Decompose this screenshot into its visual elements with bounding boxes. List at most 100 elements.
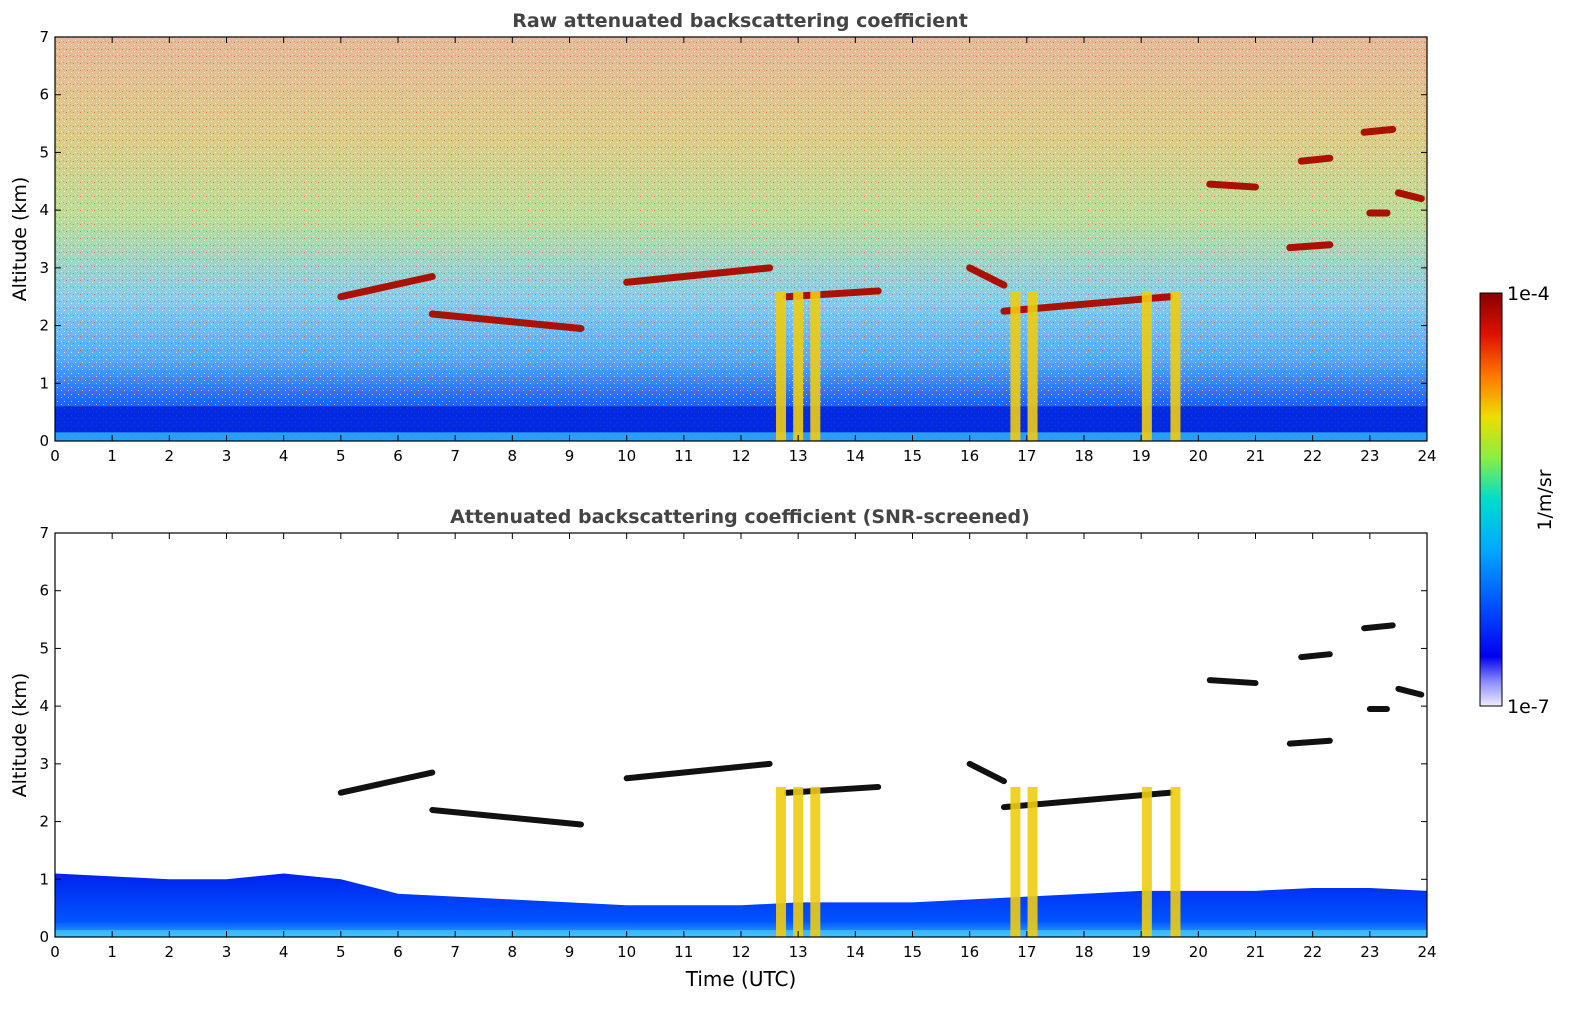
x-tick-label: 6 — [393, 943, 403, 961]
panel-screened-ylabel: Altitude (km) — [9, 673, 31, 798]
x-tick-label: 21 — [1246, 943, 1265, 961]
raw-noise — [55, 37, 1427, 441]
x-tick-label: 1 — [107, 447, 117, 465]
raw-cloud-layer — [1297, 154, 1334, 165]
y-tick-label: 3 — [39, 259, 49, 277]
screened-boundary-layer — [55, 873, 1427, 937]
x-tick-label: 11 — [674, 943, 693, 961]
y-tick-label: 4 — [39, 201, 49, 219]
colorbar: 1e-4 1e-7 1/m/sr — [1479, 283, 1556, 718]
x-tick-label: 22 — [1303, 943, 1322, 961]
raw-precip-column — [1010, 290, 1021, 441]
x-tick-label: 12 — [731, 943, 750, 961]
y-tick-label: 7 — [39, 28, 49, 46]
screened-cloud-layer — [1298, 651, 1333, 661]
colorbar-unit-label: 1/m/sr — [1534, 469, 1556, 530]
x-tick-label: 14 — [846, 447, 865, 465]
x-tick-label: 9 — [565, 943, 575, 961]
raw-x-axis: 0 1 2 3 4 5 6 7 8 9 10 11 12 13 14 15 16 17 18 19 20 21 22 23 24 — [50, 37, 1437, 465]
colorbar-gradient — [1479, 292, 1503, 707]
raw-cloud-layer — [428, 310, 585, 332]
x-tick-label: 0 — [50, 447, 60, 465]
x-tick-label: 5 — [336, 447, 346, 465]
panel-screened-title: Attenuated backscattering coefficient (S… — [450, 506, 1030, 528]
colorbar-min-label: 1e-7 — [1507, 696, 1550, 718]
panel-screened-xlabel: Time (UTC) — [685, 967, 797, 991]
raw-precip-column — [810, 290, 821, 441]
x-tick-label: 2 — [165, 943, 175, 961]
raw-precip-column — [1027, 290, 1038, 441]
x-tick-label: 22 — [1303, 447, 1322, 465]
x-tick-label: 15 — [903, 943, 922, 961]
screened-precip-column — [776, 786, 787, 937]
x-tick-label: 23 — [1360, 447, 1379, 465]
x-tick-label: 4 — [279, 943, 289, 961]
panel-raw-ylabel: Altitude (km) — [9, 177, 31, 302]
x-tick-label: 13 — [789, 943, 808, 961]
raw-precip-column — [1170, 290, 1181, 441]
x-tick-label: 23 — [1360, 943, 1379, 961]
y-tick-label: 2 — [39, 317, 49, 335]
x-tick-label: 3 — [222, 447, 232, 465]
raw-cloud-layer — [1394, 189, 1425, 203]
screened-cloud-layer — [1361, 622, 1396, 632]
y-tick-label: 1 — [39, 374, 49, 392]
x-tick-label: 24 — [1417, 447, 1436, 465]
x-tick-label: 17 — [1017, 447, 1036, 465]
raw-y-axis: 0 1 2 3 4 5 6 7 — [39, 28, 1427, 450]
x-tick-label: 8 — [508, 447, 518, 465]
y-tick-label: 6 — [39, 582, 49, 600]
panel-screened: Attenuated backscattering coefficient (S… — [9, 506, 1437, 991]
x-tick-label: 3 — [222, 943, 232, 961]
y-tick-label: 7 — [39, 524, 49, 542]
x-tick-label: 7 — [450, 447, 460, 465]
y-tick-label: 2 — [39, 813, 49, 831]
screened-precip-column — [793, 786, 804, 937]
screened-precip-column — [1010, 786, 1021, 937]
x-tick-label: 18 — [1074, 447, 1093, 465]
raw-precip-column — [793, 290, 804, 441]
panel-raw-title: Raw attenuated backscattering coefficien… — [512, 10, 968, 32]
screened-cloud-layer — [966, 760, 1007, 785]
x-tick-label: 20 — [1189, 447, 1208, 465]
raw-cloud-layer — [337, 273, 436, 301]
x-tick-label: 13 — [789, 447, 808, 465]
x-tick-label: 20 — [1189, 943, 1208, 961]
screened-cloud-layer — [1286, 737, 1333, 747]
x-tick-label: 10 — [617, 447, 636, 465]
x-tick-label: 21 — [1246, 447, 1265, 465]
x-tick-label: 12 — [731, 447, 750, 465]
x-tick-label: 24 — [1417, 943, 1436, 961]
raw-cloud-layer — [1286, 241, 1334, 252]
x-tick-label: 14 — [846, 943, 865, 961]
y-tick-label: 6 — [39, 86, 49, 104]
raw-cloud-layer — [623, 264, 774, 286]
x-tick-label: 18 — [1074, 943, 1093, 961]
x-tick-label: 7 — [450, 943, 460, 961]
screened-cloud-layer — [337, 769, 436, 796]
x-tick-label: 11 — [674, 447, 693, 465]
screened-precip-column — [810, 786, 821, 937]
screened-cloud-layer — [429, 807, 584, 828]
raw-precip-column — [776, 290, 787, 441]
raw-cloud-layer — [966, 264, 1008, 289]
y-tick-label: 4 — [39, 697, 49, 715]
y-tick-label: 3 — [39, 755, 49, 773]
x-tick-label: 9 — [565, 447, 575, 465]
screened-y-axis: 0 1 2 3 4 5 6 7 — [39, 524, 1427, 946]
x-tick-label: 2 — [165, 447, 175, 465]
screened-x-axis: 0 1 2 3 4 5 6 7 8 9 10 11 12 13 14 15 16 17 18 19 20 21 22 23 24 — [50, 533, 1437, 961]
screened-precip-column — [1170, 786, 1181, 937]
y-tick-label: 1 — [39, 870, 49, 888]
x-tick-label: 17 — [1017, 943, 1036, 961]
x-tick-label: 19 — [1132, 447, 1151, 465]
colorbar-max-label: 1e-4 — [1507, 283, 1550, 305]
y-tick-label: 0 — [39, 928, 49, 946]
y-tick-label: 5 — [39, 639, 49, 657]
screened-precip-column — [1027, 786, 1038, 937]
x-tick-label: 8 — [508, 943, 518, 961]
y-tick-label: 5 — [39, 143, 49, 161]
x-tick-label: 1 — [107, 943, 117, 961]
screened-cloud-layer — [1395, 685, 1425, 698]
